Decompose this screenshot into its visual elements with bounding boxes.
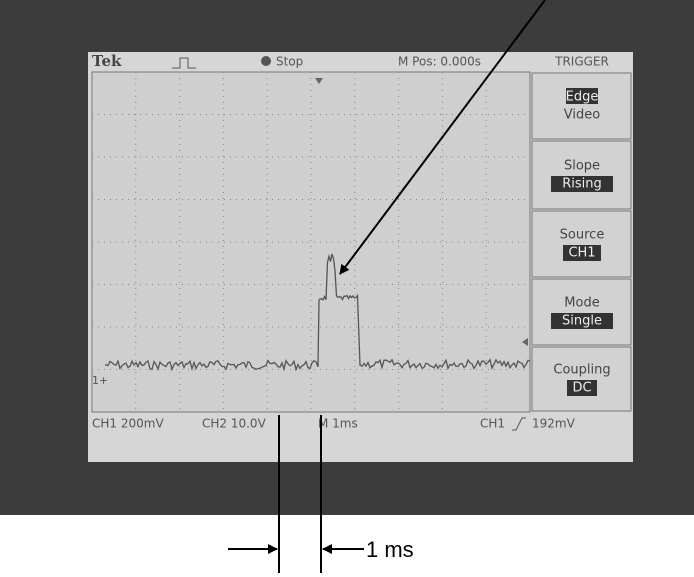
menu-label: Slope bbox=[564, 159, 600, 174]
ch1-scale: CH1 200mV bbox=[92, 417, 164, 431]
pointer-arrow bbox=[339, 0, 546, 275]
channel-marker: 1+ bbox=[92, 374, 108, 387]
menu-value: Rising bbox=[562, 177, 602, 192]
position: M Pos: 0.000s bbox=[398, 55, 481, 69]
menu-highlight bbox=[567, 380, 597, 396]
ch2-scale: CH2 10.0V bbox=[202, 417, 267, 431]
interval-label: 1 ms bbox=[366, 537, 414, 562]
waveform bbox=[104, 253, 531, 372]
trigger-pos-marker bbox=[315, 78, 323, 84]
menu-value: CH1 bbox=[568, 246, 595, 261]
menu-box bbox=[531, 278, 632, 346]
menu: Edge Video Slope Rising Source CH1 Mode Single C… bbox=[531, 72, 632, 412]
grid bbox=[92, 72, 530, 412]
menu-sub: Video bbox=[564, 108, 600, 123]
menu-box bbox=[531, 346, 632, 412]
menu-highlight bbox=[563, 245, 601, 261]
menu-box bbox=[531, 210, 632, 278]
stop-dot bbox=[261, 56, 271, 66]
menu-label: Source bbox=[560, 228, 605, 243]
menu-label: Coupling bbox=[553, 363, 610, 378]
time-scale: M 1ms bbox=[318, 417, 358, 431]
menu-highlight bbox=[551, 176, 613, 192]
edge-icon bbox=[512, 417, 526, 431]
trigger-level-marker bbox=[522, 338, 528, 346]
menu-box bbox=[531, 72, 632, 140]
trigger-level: 192mV bbox=[532, 417, 576, 431]
run-state: Stop bbox=[276, 55, 303, 69]
trigger-icon bbox=[172, 57, 196, 69]
menu-highlight bbox=[566, 88, 598, 104]
menu-value: DC bbox=[572, 381, 591, 396]
menu-highlight bbox=[551, 313, 613, 329]
trigger-source: CH1 bbox=[480, 417, 505, 431]
menu-title: TRIGGER bbox=[554, 55, 609, 69]
menu-label: Mode bbox=[564, 296, 599, 311]
menu-box bbox=[531, 140, 632, 210]
menu-label: Edge bbox=[566, 90, 599, 105]
brand: Tek bbox=[92, 52, 122, 70]
menu-value: Single bbox=[562, 314, 602, 329]
